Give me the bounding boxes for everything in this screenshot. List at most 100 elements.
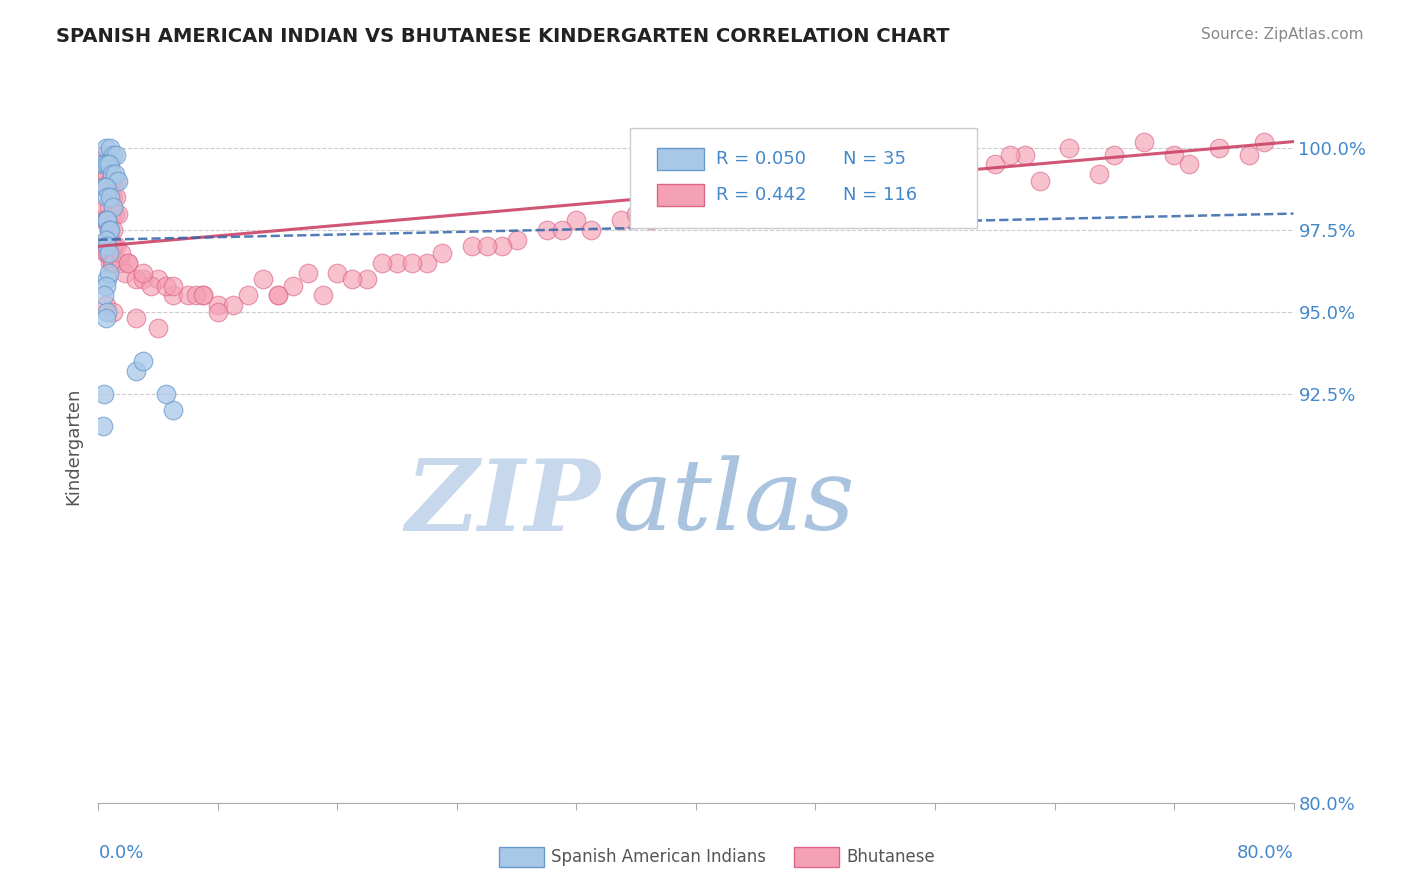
Point	[236, 288, 259, 302]
Point	[714, 190, 737, 204]
Point	[93, 386, 115, 401]
Point	[98, 255, 122, 269]
Point	[125, 364, 148, 378]
Point	[98, 190, 122, 204]
Point	[908, 167, 931, 181]
Point	[94, 157, 117, 171]
Point	[939, 180, 962, 194]
Point	[953, 157, 976, 171]
Point	[1059, 141, 1081, 155]
Point	[103, 223, 125, 237]
Point	[371, 255, 394, 269]
Point	[93, 180, 115, 194]
Point	[105, 190, 128, 204]
Point	[475, 239, 498, 253]
Point	[700, 190, 723, 204]
Point	[98, 223, 122, 237]
Point	[132, 272, 155, 286]
Point	[730, 206, 752, 220]
Point	[139, 278, 162, 293]
Point	[162, 288, 184, 302]
Point	[96, 180, 118, 194]
Point	[104, 167, 127, 181]
Point	[96, 190, 118, 204]
Point	[804, 174, 827, 188]
Point	[94, 278, 117, 293]
Point	[96, 239, 118, 253]
Point	[184, 288, 207, 302]
Point	[655, 200, 678, 214]
FancyBboxPatch shape	[630, 128, 977, 228]
Bar	[657, 148, 704, 169]
Point	[998, 147, 1021, 161]
Point	[1028, 174, 1050, 188]
Point	[98, 223, 122, 237]
Point	[879, 190, 901, 204]
Point	[97, 245, 120, 260]
Point	[155, 278, 177, 293]
Point	[94, 213, 117, 227]
Point	[94, 298, 117, 312]
Point	[94, 311, 117, 326]
Point	[93, 147, 115, 161]
Point	[1178, 157, 1201, 171]
Point	[97, 245, 120, 260]
Point	[252, 272, 274, 286]
Text: Bhutanese: Bhutanese	[846, 848, 935, 866]
Point	[1104, 147, 1126, 161]
Point	[101, 255, 124, 269]
Point	[326, 266, 349, 280]
Point	[94, 167, 117, 181]
Point	[342, 272, 364, 286]
Point	[97, 223, 120, 237]
Point	[1088, 167, 1111, 181]
Point	[356, 272, 378, 286]
Text: Spanish American Indians: Spanish American Indians	[551, 848, 766, 866]
Point	[96, 157, 118, 171]
Point	[207, 298, 229, 312]
Point	[162, 403, 184, 417]
Point	[267, 288, 290, 302]
Point	[103, 255, 125, 269]
Text: SPANISH AMERICAN INDIAN VS BHUTANESE KINDERGARTEN CORRELATION CHART: SPANISH AMERICAN INDIAN VS BHUTANESE KIN…	[56, 27, 949, 45]
Point	[96, 272, 118, 286]
Point	[94, 141, 117, 155]
Point	[96, 233, 118, 247]
Point	[1014, 147, 1036, 161]
Point	[96, 213, 118, 227]
Point	[98, 233, 122, 247]
Point	[117, 255, 139, 269]
Point	[117, 255, 139, 269]
Point	[491, 239, 513, 253]
Point	[103, 190, 125, 204]
Point	[94, 200, 117, 214]
Point	[430, 245, 453, 260]
Bar	[657, 184, 704, 205]
Point	[626, 206, 648, 220]
Point	[565, 213, 588, 227]
Point	[267, 288, 290, 302]
Point	[1253, 135, 1275, 149]
Point	[93, 213, 115, 227]
Point	[94, 180, 117, 194]
Text: Source: ZipAtlas.com: Source: ZipAtlas.com	[1201, 27, 1364, 42]
Point	[97, 157, 120, 171]
Point	[105, 147, 128, 161]
Point	[96, 213, 118, 227]
Point	[775, 174, 797, 188]
Point	[91, 147, 114, 161]
Point	[148, 272, 170, 286]
Point	[107, 206, 129, 220]
Text: atlas: atlas	[613, 456, 855, 550]
Point	[97, 200, 120, 214]
Point	[98, 141, 122, 155]
Point	[91, 157, 114, 171]
Point	[610, 213, 633, 227]
Point	[222, 298, 245, 312]
Point	[94, 245, 117, 260]
Point	[91, 419, 114, 434]
Point	[1133, 135, 1156, 149]
Point	[103, 239, 125, 253]
Text: 80.0%: 80.0%	[1237, 845, 1294, 863]
Point	[114, 266, 136, 280]
